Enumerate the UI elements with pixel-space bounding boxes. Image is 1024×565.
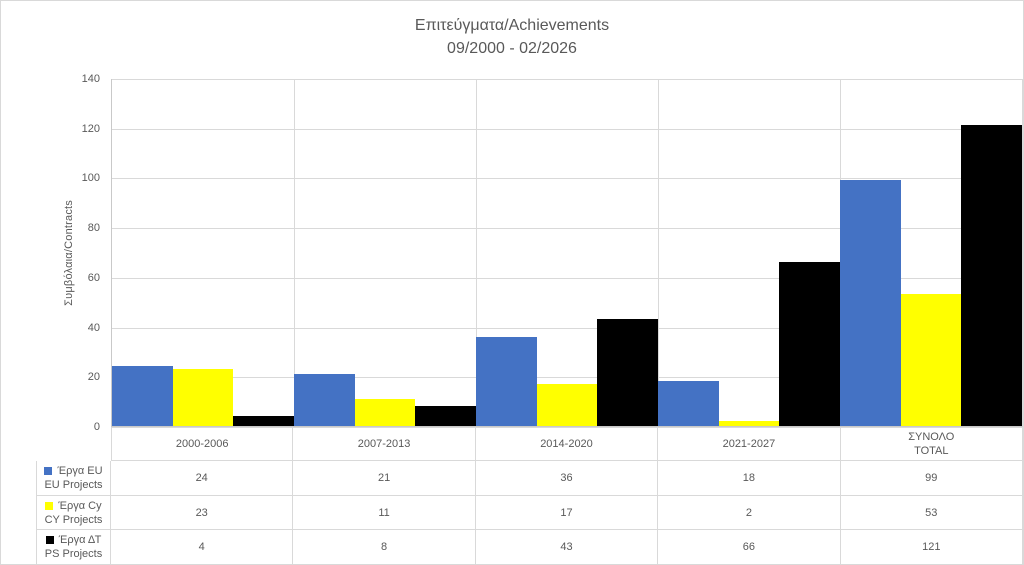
- value-cell: 8: [293, 530, 476, 564]
- value-cell: 2: [658, 496, 841, 530]
- category-header-cell: 2014-2020: [475, 427, 659, 461]
- category-header-cell: 2021-2027: [658, 427, 841, 461]
- y-tick-label: 20: [87, 371, 100, 384]
- legend-swatch-icon: [45, 536, 54, 544]
- value-cell: 99: [840, 461, 1023, 496]
- series-label-english: EU Projects: [44, 479, 103, 491]
- series-label-greek: Έργα EU: [57, 465, 103, 477]
- gridline-horizontal: [112, 277, 1022, 279]
- bar-ps-projects-3: [779, 261, 840, 426]
- y-tick-label: 120: [81, 122, 100, 135]
- plot-area: [111, 79, 1023, 427]
- bar-eu-projects-1: [294, 373, 355, 426]
- gridline-horizontal: [112, 327, 1022, 329]
- bar-ps-projects-2: [597, 319, 658, 426]
- series-label-greek: Έργα ΔΤ: [58, 534, 102, 546]
- bar-ps-projects-1: [415, 406, 476, 426]
- category-header-cell: ΣΥΝΟΛΟ TOTAL: [840, 427, 1023, 461]
- legend-swatch-icon: [45, 501, 54, 510]
- legend-swatch-icon: [44, 467, 53, 475]
- gridline-horizontal: [112, 128, 1022, 130]
- value-cell: 53: [840, 496, 1023, 530]
- bar-ps-projects-4: [961, 125, 1022, 426]
- bar-cy-projects-2: [536, 383, 598, 426]
- chart-title-block: Επιτεύγματα/Achievements 09/2000 - 02/20…: [1, 14, 1023, 60]
- value-cell: 11: [293, 496, 476, 530]
- gridline-horizontal: [112, 377, 1022, 379]
- gridline-vertical: [476, 79, 477, 426]
- value-cell: 43: [476, 530, 659, 564]
- y-tick-label: 80: [87, 222, 100, 235]
- bar-cy-projects-1: [354, 398, 416, 426]
- y-tick-label: 0: [93, 421, 100, 433]
- chart-subtitle: 09/2000 - 02/2026: [447, 40, 577, 57]
- bar-eu-projects-4: [840, 179, 901, 426]
- y-tick-label: 140: [81, 73, 100, 85]
- bar-eu-projects-3: [658, 381, 719, 426]
- series-label-english: CY Projects: [44, 513, 103, 526]
- legend-cell: Έργα ΔΤ PS Projects: [36, 530, 111, 564]
- legend-line-greek: Έργα Cy: [45, 499, 102, 513]
- value-cell: 66: [658, 530, 841, 564]
- gridline-vertical: [658, 79, 659, 426]
- bar-cy-projects-4: [900, 294, 962, 426]
- value-cell: 21: [293, 461, 476, 496]
- value-cell: 23: [111, 496, 294, 530]
- category-header-cell: 2007-2013: [293, 427, 476, 461]
- gridline-horizontal: [112, 178, 1022, 180]
- y-tick-label: 100: [81, 172, 100, 185]
- legend-cell: Έργα EU EU Projects: [36, 461, 111, 496]
- y-tick-label: 40: [87, 321, 100, 334]
- legend-line-greek: Έργα EU: [44, 464, 103, 478]
- legend-line-greek: Έργα ΔΤ: [45, 533, 102, 547]
- value-cell: 24: [111, 461, 294, 496]
- category-header-cell: 2000-2006: [111, 427, 294, 461]
- bar-eu-projects-2: [476, 336, 537, 426]
- bar-eu-projects-0: [112, 366, 173, 426]
- value-cell: 121: [841, 530, 1023, 564]
- legend-cell: Έργα Cy CY Projects: [36, 496, 111, 530]
- y-axis-title: Συμβόλαια/Contracts: [63, 200, 75, 306]
- value-cell: 18: [658, 461, 841, 496]
- bar-cy-projects-3: [718, 421, 780, 426]
- y-tick-label: 60: [87, 271, 100, 284]
- series-label-english: PS Projects: [44, 548, 103, 560]
- value-cell: 36: [475, 461, 659, 496]
- data-table: 2000-2006 2007-2013 2014-2020 2021-2027 ΣΥΝΟ…: [36, 427, 1023, 564]
- gridline-horizontal: [112, 228, 1022, 230]
- bar-ps-projects-0: [233, 416, 294, 426]
- value-cell: 4: [111, 530, 294, 564]
- gridline-horizontal: [112, 79, 1022, 80]
- series-label-greek: Έργα Cy: [58, 499, 102, 512]
- value-cell: 17: [475, 496, 659, 530]
- chart-title: Επιτεύγματα/Achievements: [414, 17, 610, 34]
- gridline-vertical: [294, 79, 295, 426]
- bar-cy-projects-0: [172, 368, 234, 426]
